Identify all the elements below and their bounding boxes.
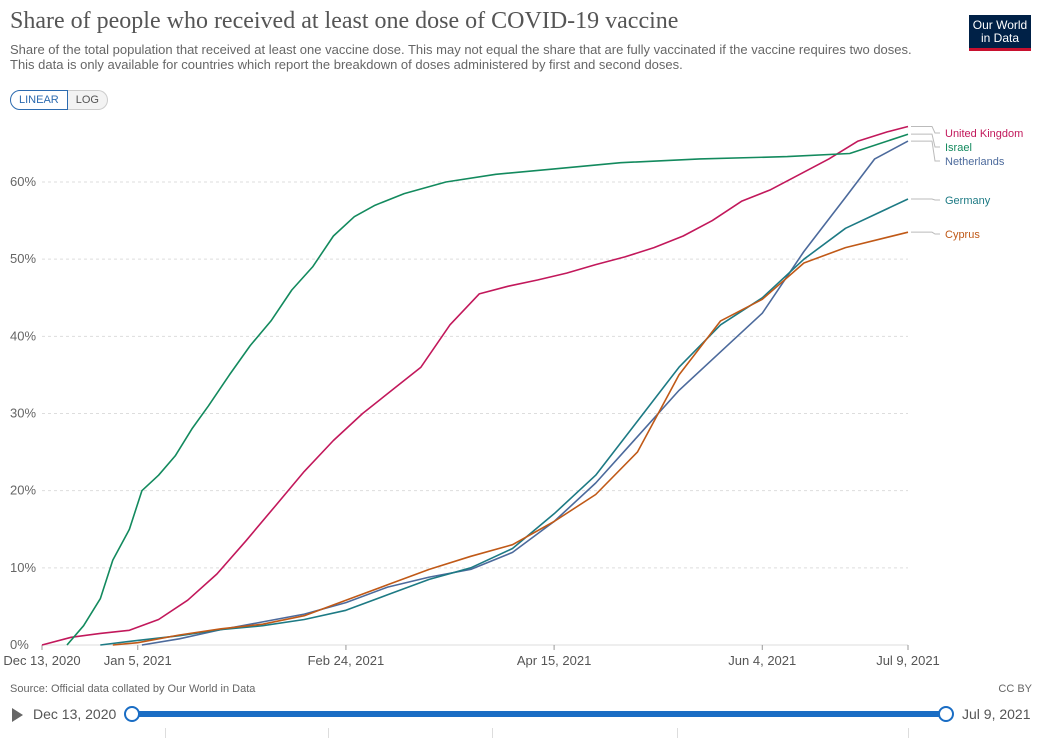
legend-leader-line bbox=[911, 198, 940, 201]
series-line-israel bbox=[66, 133, 909, 646]
line-chart: 0% 10% 20% 30% 40% 50% 60% Dec 13, 2020 Jan 5, 2… bbox=[3, 125, 1023, 668]
log-scale-button[interactable]: LOG bbox=[67, 90, 108, 110]
series-line-germany bbox=[100, 198, 909, 646]
legend-leader-line bbox=[911, 133, 940, 148]
y-tick-label: 10% bbox=[10, 560, 36, 575]
source-note[interactable]: Source: Official data collated by Our Wo… bbox=[10, 683, 256, 695]
timeline-tick bbox=[492, 728, 493, 738]
timeline-tick bbox=[165, 728, 166, 738]
timeline-tick bbox=[908, 728, 909, 738]
y-tick-label: 40% bbox=[10, 328, 36, 343]
scale-toggle: LINEAR LOG bbox=[10, 90, 108, 110]
series-line-united-kingdom bbox=[41, 125, 909, 646]
logo-line-2: in Data bbox=[980, 31, 1020, 45]
timeline-track[interactable] bbox=[131, 711, 946, 717]
chart-subtitle: Share of the total population that recei… bbox=[10, 42, 912, 72]
logo-line-1: Our World bbox=[972, 18, 1028, 32]
timeline-end-label: Jul 9, 2021 bbox=[962, 706, 1031, 722]
play-icon[interactable] bbox=[12, 708, 23, 722]
y-tick-label: 20% bbox=[10, 483, 36, 498]
timeline-ticks bbox=[0, 728, 1046, 738]
y-tick-label: 30% bbox=[10, 406, 36, 421]
x-tick-label: Feb 24, 2021 bbox=[308, 653, 385, 668]
timeline-start-handle[interactable] bbox=[124, 706, 140, 722]
linear-scale-button[interactable]: LINEAR bbox=[10, 90, 68, 110]
series-line-netherlands bbox=[141, 140, 909, 646]
license-link[interactable]: CC BY bbox=[998, 683, 1032, 695]
chart-title: Share of people who received at least on… bbox=[10, 8, 679, 34]
x-tick-label: Jul 9, 2021 bbox=[876, 653, 940, 668]
x-tick-label: Jan 5, 2021 bbox=[104, 653, 172, 668]
timeline-start-label: Dec 13, 2020 bbox=[33, 706, 117, 722]
owid-logo[interactable]: Our World in Data bbox=[969, 15, 1031, 51]
x-tick-label: Jun 4, 2021 bbox=[728, 653, 796, 668]
timeline-end-handle[interactable] bbox=[938, 706, 954, 722]
legend-leader-line bbox=[911, 231, 940, 235]
legend-label-israel: Israel bbox=[945, 142, 972, 154]
legend-label-netherlands: Netherlands bbox=[945, 156, 1005, 168]
timeline-tick bbox=[328, 728, 329, 738]
x-tick-label: Dec 13, 2020 bbox=[3, 653, 80, 668]
x-tick-label: Apr 15, 2021 bbox=[517, 653, 591, 668]
legend-label-germany: Germany bbox=[945, 195, 991, 207]
series-line-cyprus bbox=[112, 231, 909, 646]
y-tick-label: 50% bbox=[10, 251, 36, 266]
timeline: Dec 13, 2020 Jul 9, 2021 bbox=[0, 700, 1046, 738]
legend-leader-line bbox=[911, 140, 940, 162]
y-tick-label: 60% bbox=[10, 174, 36, 189]
y-tick-label: 0% bbox=[10, 637, 29, 652]
legend-label-united-kingdom: United Kingdom bbox=[945, 128, 1023, 140]
timeline-tick bbox=[677, 728, 678, 738]
legend-leader-line bbox=[911, 125, 940, 134]
legend-label-cyprus: Cyprus bbox=[945, 229, 980, 241]
